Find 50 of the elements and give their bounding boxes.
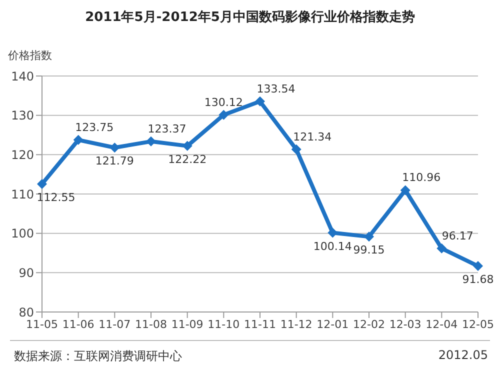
x-tick-label: 11-10	[208, 318, 240, 331]
point	[255, 96, 265, 106]
y-tick-label: 110	[11, 187, 34, 202]
data-label: 121.79	[95, 154, 134, 168]
chart-title: 2011年5月-2012年5月中国数码影像行业价格指数走势	[84, 9, 416, 26]
x-tick-label: 11-09	[171, 318, 204, 331]
x-tick-label: 11-11	[244, 318, 276, 331]
point	[110, 142, 120, 153]
point	[473, 261, 483, 272]
y-tick-label: 90	[18, 266, 34, 280]
x-tick-label: 11-08	[135, 318, 167, 331]
x-tick-label: 12-02	[353, 318, 385, 331]
text: 2012.05	[438, 348, 488, 362]
x-tick-label: 12-03	[389, 318, 422, 331]
x-tick-label: 11-06	[62, 318, 94, 331]
y-tick-label: 100	[11, 226, 34, 241]
y-tick-label: 120	[11, 148, 34, 162]
data-label: 99.15	[353, 244, 385, 257]
data-label: 110.96	[402, 171, 441, 184]
data-label: 96.17	[442, 229, 474, 242]
point	[37, 178, 47, 189]
data-label: 123.37	[148, 122, 186, 136]
point	[146, 136, 156, 146]
point	[436, 243, 447, 254]
point	[73, 134, 84, 145]
point	[218, 110, 229, 120]
y-tick-label: 130	[11, 108, 34, 123]
data-label: 123.75	[75, 120, 114, 134]
x-tick-label: 12-04	[426, 318, 458, 331]
point	[182, 140, 192, 151]
y-axis-title: 价格指数	[8, 48, 52, 63]
y-tick-label: 80	[18, 305, 34, 320]
x-tick-label: 12-01	[316, 318, 349, 331]
point	[364, 232, 374, 242]
data-label: 130.12	[204, 96, 243, 109]
point	[291, 144, 302, 154]
source-note: 数据来源：互联网消费调研中心	[14, 348, 182, 365]
data-label: 133.54	[256, 82, 296, 96]
data-label: 121.34	[293, 130, 332, 144]
data-label: 91.68	[462, 273, 494, 286]
point	[400, 185, 410, 196]
point	[328, 228, 338, 238]
data-label: 100.14	[313, 240, 352, 253]
x-tick-label: 11-05	[26, 318, 58, 331]
x-tick-label: 12-05	[462, 318, 494, 331]
x-tick-label: 11-12	[280, 318, 312, 331]
x-tick-label: 11-07	[98, 318, 131, 331]
data-label: 112.55	[36, 190, 76, 204]
y-tick-label: 140	[11, 69, 34, 84]
data-label: 122.22	[168, 152, 207, 166]
